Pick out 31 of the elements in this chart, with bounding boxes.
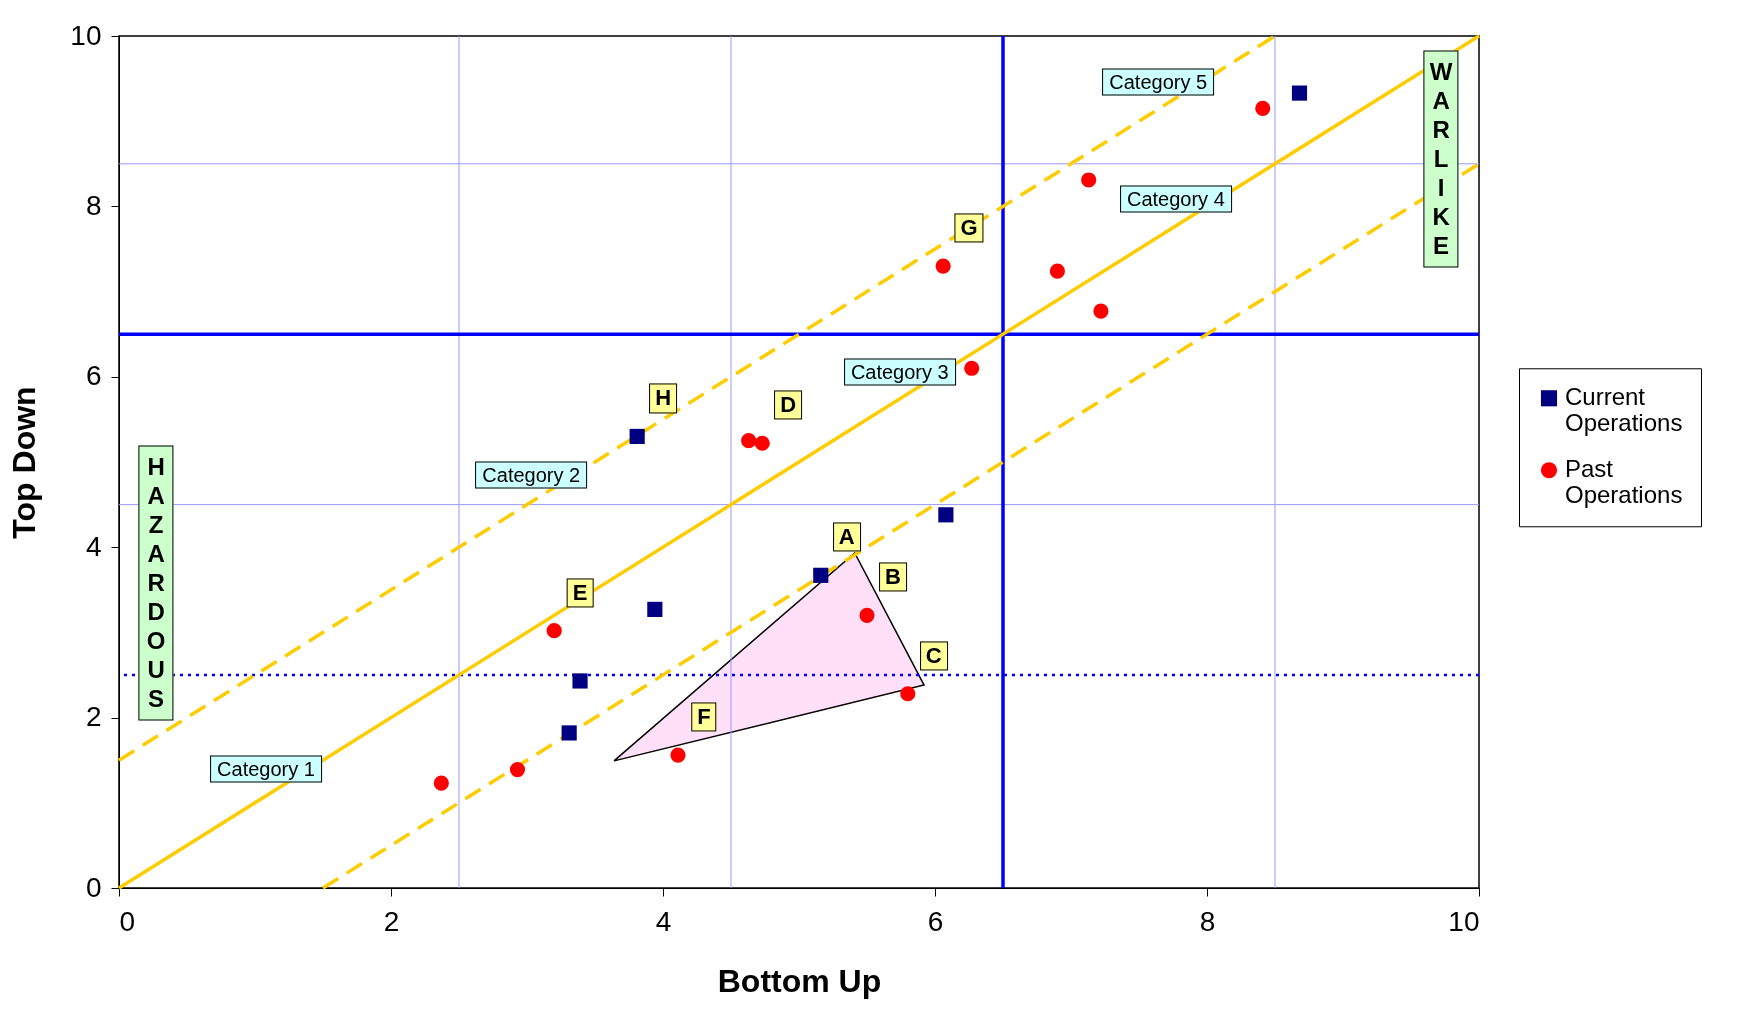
annotation: C [919,641,948,671]
annotation: A [832,522,861,552]
annotation: D [774,390,803,420]
annotation: Category 4 [1119,185,1232,213]
y-axis-title: Top Down [6,386,43,539]
annotation: HAZARDOUS [138,445,174,721]
y-tick-label: 0 [85,871,102,903]
annotation: F [691,702,717,732]
x-tick-label: 4 [655,905,672,937]
annotation: Category 1 [210,755,322,783]
y-tick-label: 4 [85,530,102,562]
x-tick-label: 2 [383,905,400,937]
x-axis-title: Bottom Up [717,962,882,999]
y-tick-label: 10 [70,19,102,51]
annotation: H [649,383,678,413]
x-tick-label: 6 [927,905,944,937]
y-tick-label: 8 [85,189,102,221]
annotation: WARLIKE [1423,50,1459,268]
annotation: B [879,562,907,592]
legend-label: Current Operations [1565,383,1683,437]
annotation: Category 5 [1102,68,1215,96]
annotation: Category 2 [475,461,588,489]
y-tick-label: 2 [85,701,102,733]
x-tick-label: 10 [1448,905,1480,937]
x-tick-label: 0 [119,905,136,937]
x-tick-label: 8 [1199,905,1216,937]
legend-label: Past Operations [1565,455,1683,509]
annotation: E [566,578,594,608]
annotation: G [954,213,984,243]
y-tick-label: 6 [85,360,102,392]
annotation: Category 3 [843,358,956,386]
